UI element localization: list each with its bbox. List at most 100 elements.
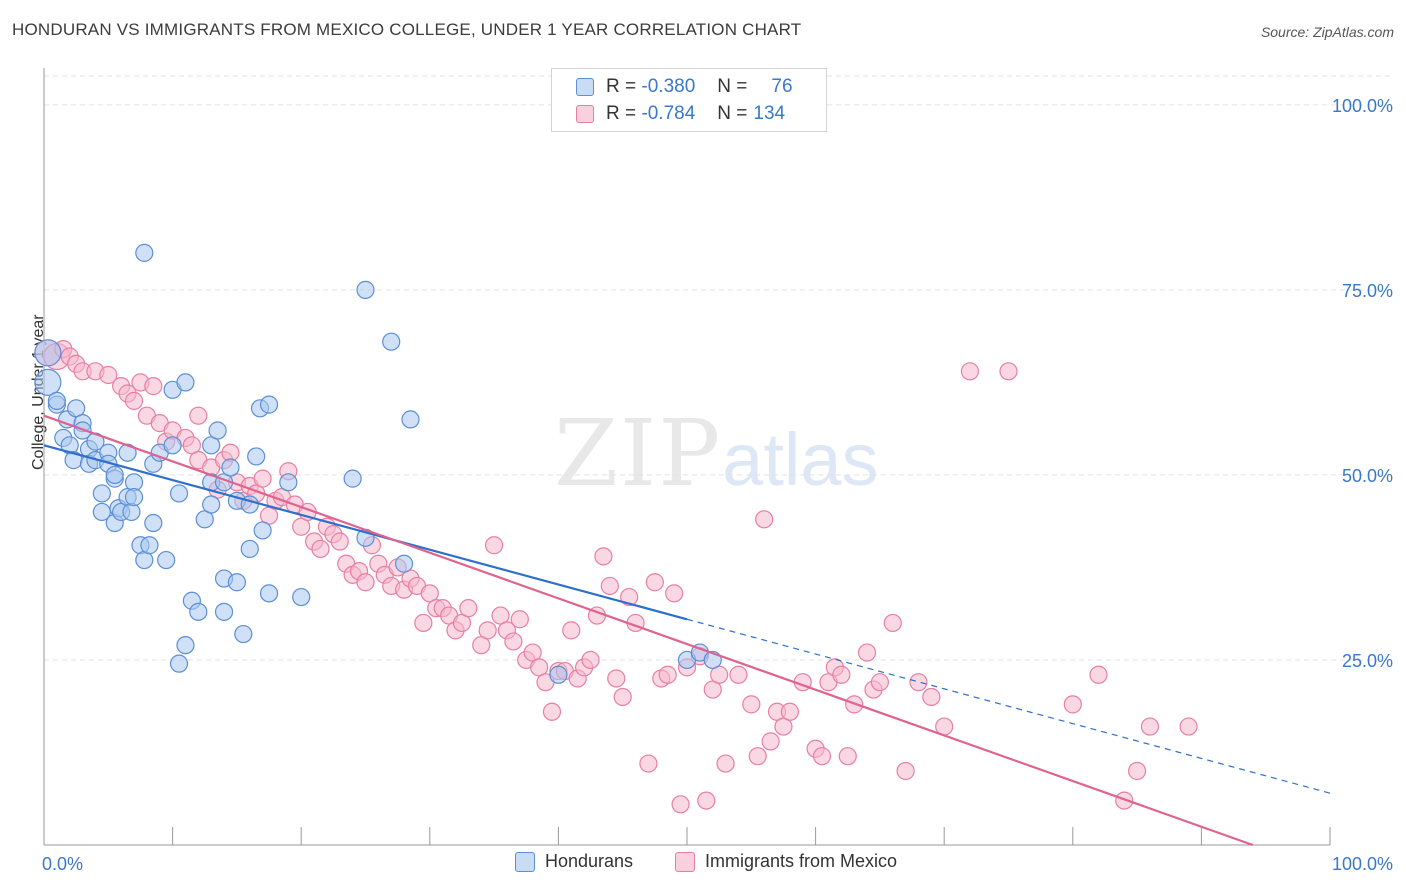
mexico-point (510, 610, 529, 629)
blue-swatch (515, 851, 535, 872)
mexico-point (857, 643, 877, 662)
y-tick-label: 100.0% (1332, 96, 1393, 116)
honduran-point (382, 332, 401, 351)
mexico-point (639, 754, 658, 773)
mexico-point (1063, 695, 1082, 714)
source-label: Source: ZipAtlas.com (1260, 24, 1394, 40)
honduran-point (549, 665, 568, 684)
mexico-point (748, 747, 767, 766)
mexico-point (478, 621, 497, 640)
mexico-point (922, 687, 941, 707)
mexico-point (144, 377, 163, 396)
mexico-point (870, 673, 890, 692)
mexico-point (253, 469, 272, 488)
correlation-legend: R = -0.380 N = 76 R = -0.784 N = 134 (551, 68, 827, 132)
honduran-point (124, 488, 144, 507)
honduran-point (401, 410, 420, 429)
mexico-point (658, 665, 677, 684)
mexico-point (356, 573, 375, 592)
pink-swatch (576, 105, 594, 123)
y-tick-label: 75.0% (1342, 281, 1393, 301)
mexico-point (1140, 717, 1160, 736)
r-value: -0.784 (641, 103, 696, 124)
mexico-point (613, 687, 632, 707)
mexico-point (999, 362, 1018, 381)
mexico-point (311, 539, 330, 559)
mexico-point (960, 362, 980, 381)
mexico-point (99, 365, 118, 385)
honduran-point (227, 573, 246, 592)
honduran-point (157, 550, 176, 570)
legend-label: Immigrants from Mexico (705, 851, 898, 871)
honduran-point (202, 495, 221, 514)
mexico-point (189, 406, 208, 425)
mexico-point (832, 665, 851, 684)
mexico-point (504, 632, 523, 651)
watermark-atlas: atlas (722, 418, 879, 501)
honduran-point (221, 458, 240, 477)
mexico-point (755, 510, 774, 529)
mexico-point (124, 391, 144, 411)
legend-item-mexico[interactable]: Immigrants from Mexico (675, 851, 897, 872)
honduran-point (122, 502, 141, 522)
mexico-point (742, 695, 761, 714)
mexico-point (459, 599, 478, 618)
mexico-point (883, 613, 902, 633)
mexico-point (780, 702, 799, 721)
legend-row-mexico: R = -0.784 N = 134 (576, 102, 785, 126)
honduran-point (208, 421, 227, 440)
series-legend: Hondurans Immigrants from Mexico (0, 851, 1406, 877)
mexico-point (671, 795, 690, 814)
honduran-point (144, 513, 163, 533)
mexico-point (812, 747, 832, 766)
legend-row-hondurans: R = -0.380 N = 76 (576, 75, 793, 99)
mexico-point (838, 747, 857, 766)
honduran-point (135, 243, 154, 262)
honduran-point (189, 602, 208, 621)
honduran-point (247, 447, 266, 466)
mexico-point (600, 576, 619, 596)
blue-swatch (576, 78, 594, 96)
honduran-point (343, 469, 362, 488)
mexico-point (542, 702, 562, 721)
legend-item-hondurans[interactable]: Hondurans (515, 851, 633, 872)
honduran-point (176, 373, 195, 392)
pink-swatch (675, 851, 695, 872)
honduran-trend-extension (686, 618, 1331, 794)
honduran-point (140, 536, 159, 555)
mexico-point (414, 613, 433, 633)
honduran-point (214, 602, 234, 621)
honduran-point (163, 436, 182, 455)
mexico-point (1127, 761, 1147, 781)
honduran-point (176, 636, 195, 655)
n-label: N = (717, 76, 748, 97)
honduran-point (105, 465, 124, 485)
n-label: N = (717, 103, 748, 124)
honduran-point (34, 368, 62, 397)
honduran-point (259, 584, 279, 603)
honduran-point (169, 484, 189, 503)
r-label: R = (606, 76, 637, 97)
honduran-point (292, 587, 311, 607)
legend-label: Hondurans (545, 851, 634, 871)
honduran-point (279, 473, 298, 492)
mexico-point (607, 669, 626, 688)
honduran-point (356, 280, 375, 299)
y-tick-label: 25.0% (1342, 651, 1393, 671)
mexico-point (594, 547, 613, 566)
honduran-point (169, 654, 189, 673)
n-value: 76 (771, 76, 793, 97)
r-label: R = (606, 103, 637, 124)
mexico-point (330, 532, 349, 551)
mexico-point (645, 573, 664, 592)
watermark-zip: ZIP (554, 400, 723, 507)
honduran-point (47, 391, 66, 411)
mexico-point (1115, 791, 1134, 810)
honduran-point (253, 521, 272, 540)
honduran-trend-line (43, 444, 688, 621)
mexico-point (620, 587, 639, 607)
mexico-point (562, 621, 581, 640)
mexico-point (896, 761, 915, 781)
mexico-point (697, 791, 716, 810)
